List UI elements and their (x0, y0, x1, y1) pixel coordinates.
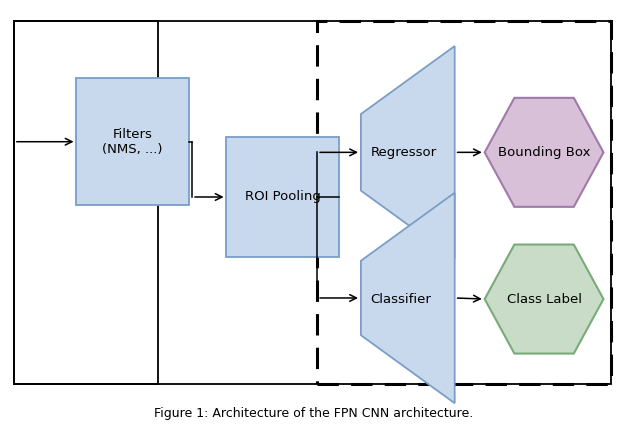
Polygon shape (485, 244, 604, 354)
Text: Regressor: Regressor (371, 146, 436, 159)
Polygon shape (361, 193, 455, 403)
Text: ROI Pooling: ROI Pooling (245, 190, 321, 203)
Polygon shape (485, 98, 604, 207)
Bar (317, 21, 611, 384)
Text: Filters
(NMS, ...): Filters (NMS, ...) (102, 128, 163, 156)
Bar (14, 21, 611, 384)
Bar (227, 137, 339, 256)
Text: Classifier: Classifier (371, 293, 431, 306)
Bar (77, 78, 189, 205)
Text: Bounding Box: Bounding Box (498, 146, 590, 159)
Text: Class Label: Class Label (507, 293, 582, 306)
Polygon shape (361, 46, 455, 259)
Text: Figure 1: Architecture of the FPN CNN architecture.: Figure 1: Architecture of the FPN CNN ar… (154, 407, 474, 420)
Bar (14, 21, 158, 384)
